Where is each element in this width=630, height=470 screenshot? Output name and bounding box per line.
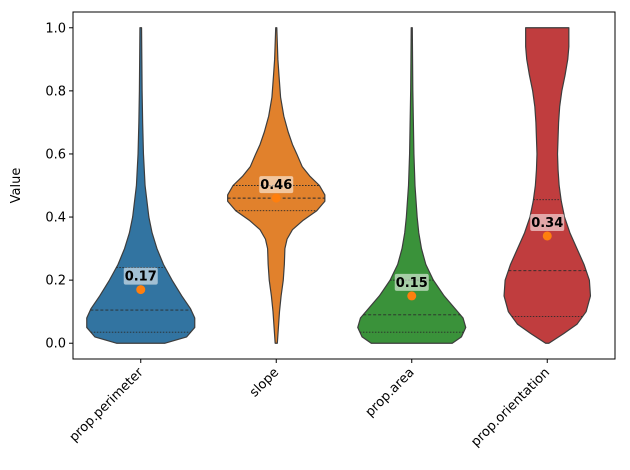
violins-layer: [86, 27, 592, 344]
mean-marker: [542, 231, 552, 241]
y-tick-label: 0.6: [45, 147, 66, 162]
x-tick-label: prop.orientation: [468, 365, 553, 450]
violin-body: [357, 27, 467, 344]
y-tick-label: 0.8: [45, 84, 66, 99]
x-tick-label: prop.area: [363, 365, 418, 420]
mean-label: 0.34: [531, 216, 563, 231]
y-tick-label: 1.0: [45, 21, 66, 36]
mean-label: 0.15: [396, 276, 428, 291]
plot-frame: [72, 11, 616, 360]
mean-label-box: [394, 273, 429, 291]
y-axis-title: Value: [9, 168, 24, 204]
mean-marker: [136, 285, 146, 295]
y-axis: 0.0 0.2 0.4 0.6 0.8 1.0: [45, 21, 73, 352]
mean-label: 0.17: [125, 270, 157, 285]
y-tick-label: 0.0: [45, 337, 66, 352]
x-axis: prop.perimeter slope prop.area prop.orienta…: [67, 359, 553, 450]
mean-label-box: [259, 176, 294, 194]
annotations-layer: 0.17 0.46 0.15 0.34: [123, 176, 565, 301]
mean-label-box: [530, 213, 565, 231]
violin-body: [503, 27, 592, 344]
mean-marker: [271, 193, 281, 203]
x-tick-label: slope: [247, 365, 282, 400]
y-tick-label: 0.2: [45, 274, 66, 289]
x-tick-label: prop.perimeter: [67, 365, 147, 445]
violin-body: [86, 27, 196, 344]
y-tick-label: 0.4: [45, 211, 66, 226]
mean-label: 0.46: [260, 178, 292, 193]
mean-marker: [407, 291, 417, 301]
mean-label-box: [123, 267, 158, 285]
